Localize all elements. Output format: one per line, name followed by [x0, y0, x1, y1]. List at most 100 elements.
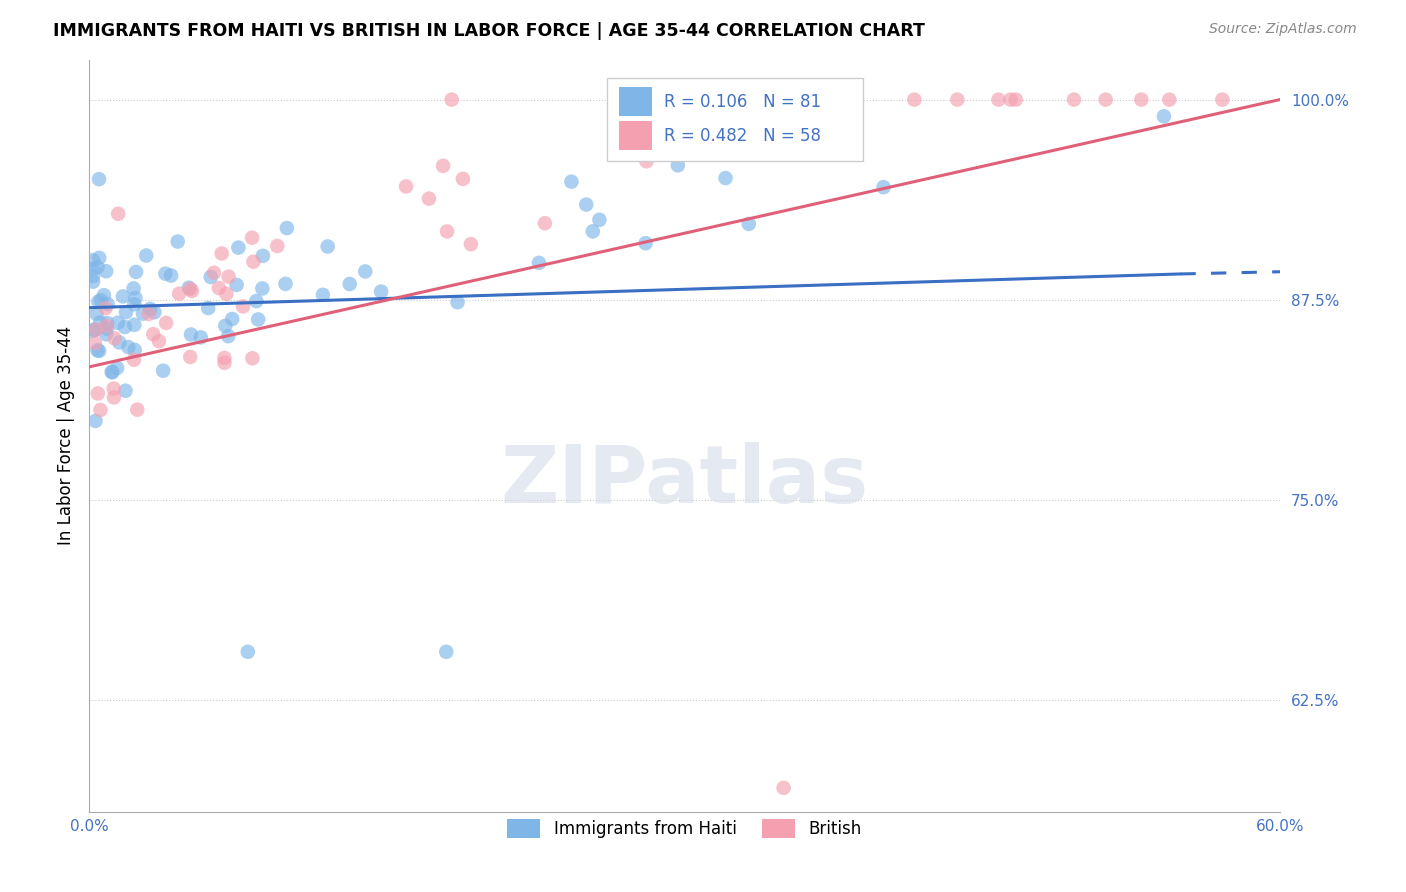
Bar	[619, 87, 652, 116]
Point	[125, 265, 148, 279]
Point	[748, 93, 770, 107]
Point	[582, 224, 605, 238]
Point	[588, 212, 610, 227]
Point	[122, 352, 145, 367]
Point	[114, 320, 136, 334]
Point	[107, 316, 129, 330]
Point	[436, 224, 458, 238]
Point	[202, 266, 225, 280]
Point	[200, 269, 222, 284]
Point	[138, 307, 160, 321]
Point	[575, 197, 598, 211]
Point	[111, 289, 134, 303]
Point	[115, 305, 138, 319]
Text: R = 0.106   N = 81: R = 0.106 N = 81	[664, 93, 821, 111]
Point	[214, 351, 236, 365]
Point	[142, 327, 165, 342]
Point	[225, 277, 247, 292]
Point	[666, 158, 689, 172]
Point	[105, 360, 128, 375]
Text: R = 0.482   N = 58: R = 0.482 N = 58	[664, 127, 821, 145]
Point	[167, 286, 190, 301]
Point	[179, 282, 201, 296]
Point	[339, 277, 361, 291]
Point	[395, 179, 418, 194]
Point	[245, 294, 267, 309]
Point	[214, 356, 236, 370]
Y-axis label: In Labor Force | Age 35-44: In Labor Force | Age 35-44	[58, 326, 75, 545]
Point	[221, 312, 243, 326]
Point	[82, 324, 104, 338]
Point	[103, 391, 125, 405]
Point	[160, 268, 183, 283]
Point	[84, 414, 107, 428]
Point	[987, 93, 1010, 107]
Point	[177, 281, 200, 295]
Point	[738, 217, 761, 231]
Point	[534, 216, 557, 230]
Point	[152, 364, 174, 378]
Point	[446, 295, 468, 310]
Point	[634, 236, 657, 251]
Text: IMMIGRANTS FROM HAITI VS BRITISH IN LABOR FORCE | AGE 35-44 CORRELATION CHART: IMMIGRANTS FROM HAITI VS BRITISH IN LABO…	[53, 22, 925, 40]
Point	[82, 253, 104, 268]
Point	[831, 93, 853, 107]
Point	[155, 267, 177, 281]
Bar	[619, 121, 652, 150]
Point	[214, 318, 236, 333]
Point	[87, 294, 110, 309]
Point	[434, 645, 457, 659]
Point	[96, 316, 118, 330]
Point	[89, 251, 111, 265]
Point	[1094, 93, 1116, 107]
Point	[208, 281, 231, 295]
Point	[132, 307, 155, 321]
Point	[86, 343, 108, 358]
Point	[96, 327, 118, 342]
Point	[124, 343, 146, 357]
Point	[814, 93, 837, 107]
Point	[211, 246, 233, 260]
Point	[87, 386, 110, 401]
Point	[734, 145, 756, 159]
Point	[215, 287, 238, 301]
Point	[451, 172, 474, 186]
Point	[86, 307, 108, 321]
Text: ZIPatlas: ZIPatlas	[501, 442, 869, 520]
Point	[139, 301, 162, 316]
Point	[240, 230, 263, 244]
Point	[1130, 93, 1153, 107]
Point	[124, 291, 146, 305]
Point	[82, 275, 104, 289]
Point	[872, 180, 894, 194]
Point	[1063, 93, 1085, 107]
Text: Source: ZipAtlas.com: Source: ZipAtlas.com	[1209, 22, 1357, 37]
Point	[84, 323, 107, 337]
Point	[124, 318, 146, 332]
Point	[218, 269, 240, 284]
Point	[432, 159, 454, 173]
Point	[197, 301, 219, 315]
Point	[143, 305, 166, 319]
Point	[440, 93, 463, 107]
Legend: Immigrants from Haiti, British: Immigrants from Haiti, British	[501, 813, 869, 845]
Point	[166, 235, 188, 249]
Point	[89, 315, 111, 329]
Point	[1153, 109, 1175, 123]
Point	[274, 277, 297, 291]
Point	[96, 322, 118, 336]
FancyBboxPatch shape	[607, 78, 863, 161]
Point	[714, 171, 737, 186]
Point	[242, 351, 264, 366]
Point	[354, 264, 377, 278]
Point	[636, 154, 658, 169]
Point	[787, 95, 810, 110]
Point	[101, 365, 124, 379]
Point	[1000, 93, 1022, 107]
Point	[276, 221, 298, 235]
Point	[122, 297, 145, 311]
Point	[97, 297, 120, 311]
Point	[316, 239, 339, 253]
Point	[179, 350, 201, 364]
Point	[460, 237, 482, 252]
